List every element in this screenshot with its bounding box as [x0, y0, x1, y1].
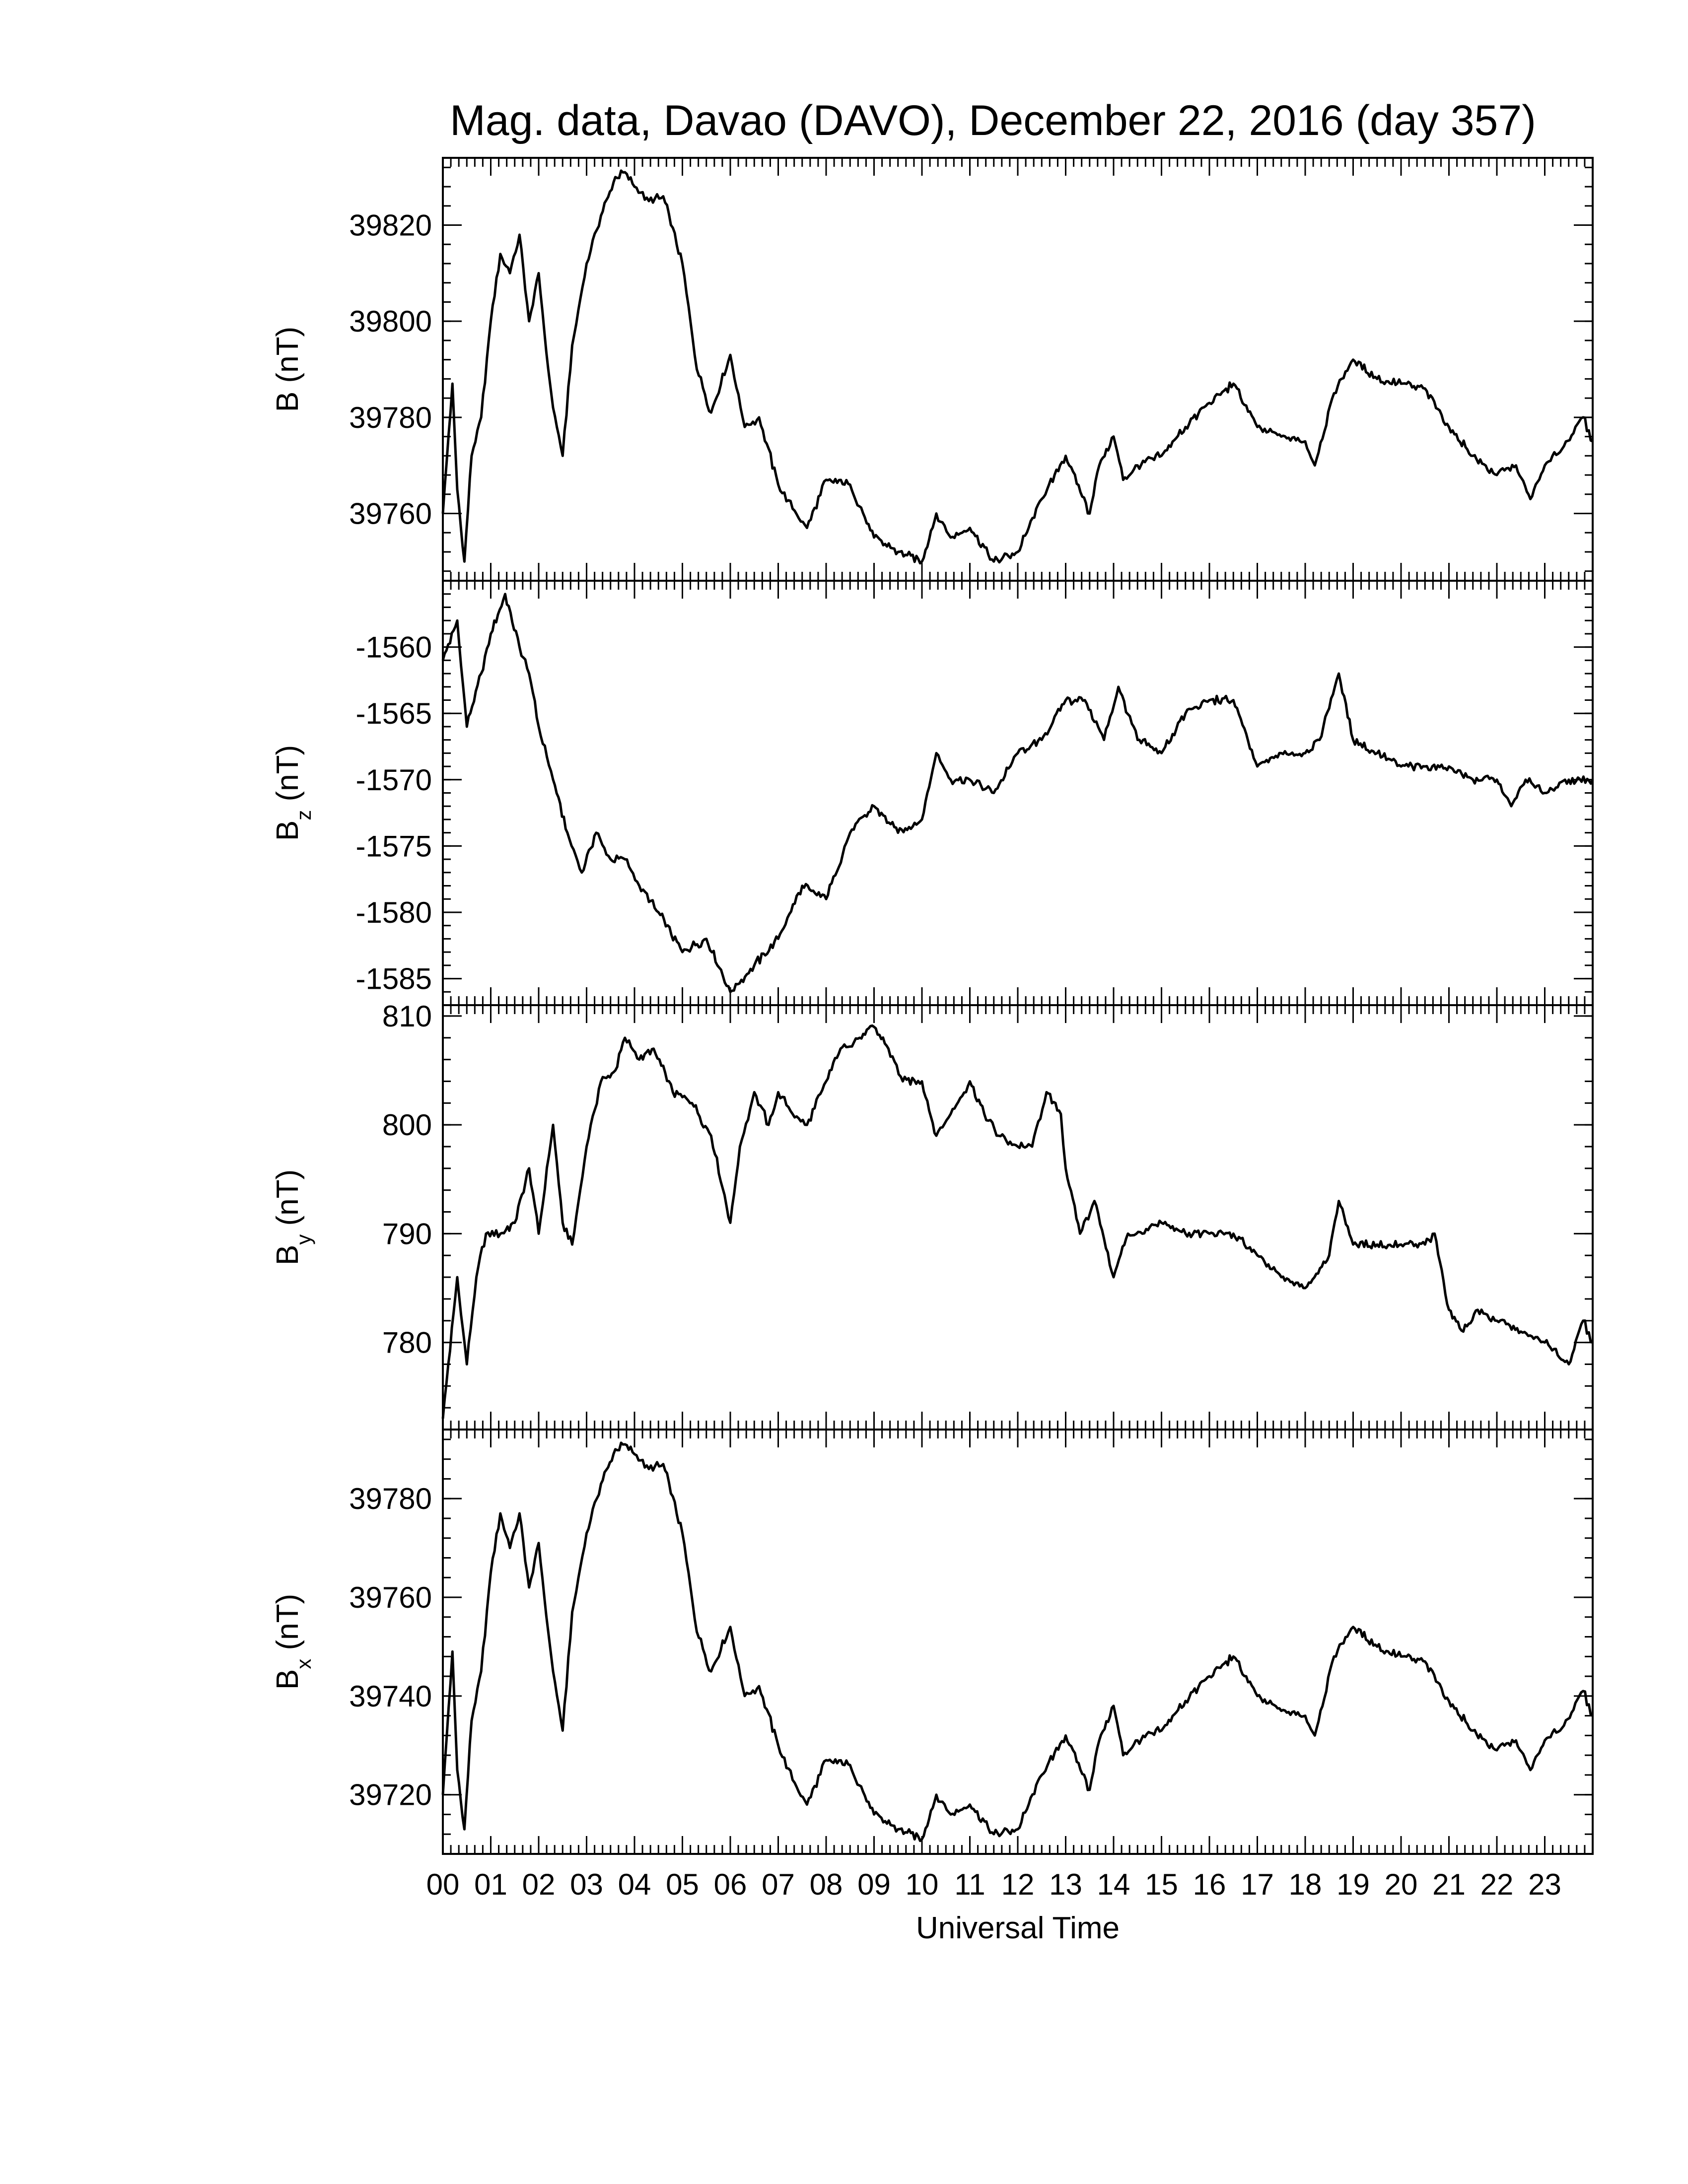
y-label-unit: (nT) — [271, 327, 305, 392]
y-tick-label: -1560 — [356, 631, 432, 664]
y-label-symbol: B — [271, 820, 305, 841]
panel-B: 39760 39780 39800 39820 B (nT) — [271, 157, 1594, 582]
x-tick-label: 10 — [906, 1868, 939, 1901]
x-tick-label: 22 — [1480, 1868, 1514, 1901]
y-label-subscript: z — [292, 810, 315, 820]
y-axis-label: B (nT) — [271, 327, 305, 412]
y-tick-label: 39720 — [349, 1778, 432, 1812]
y-tick-label: -1585 — [356, 962, 432, 996]
y-label-unit: (nT) — [271, 1594, 305, 1659]
y-tick-label: -1570 — [356, 763, 432, 797]
series-line-Bx — [441, 1441, 1594, 1843]
x-tick-label: 20 — [1385, 1868, 1418, 1901]
panel-Bx: 39720 39740 39760 39780 Bx (nT) — [271, 1429, 1594, 1855]
x-tick-label: 09 — [857, 1868, 891, 1901]
x-tick-label: 04 — [618, 1868, 651, 1901]
series-line-Bz — [441, 593, 1594, 993]
x-tick-label: 00 — [426, 1868, 460, 1901]
x-tick-label: 06 — [714, 1868, 747, 1901]
x-tick-label: 12 — [1001, 1868, 1035, 1901]
y-label-symbol: B — [271, 1245, 305, 1265]
y-tick-label: 39740 — [349, 1680, 432, 1713]
panels: 39760 39780 39800 39820 B (nT) -1585 -1580 -157… — [271, 157, 1594, 1855]
x-tick-label: 18 — [1289, 1868, 1322, 1901]
x-tick-label: 03 — [570, 1868, 603, 1901]
y-tick-label: -1565 — [356, 697, 432, 730]
y-axis-label: Bz (nT) — [271, 745, 315, 841]
y-label-symbol: B — [271, 392, 305, 412]
plot-frame — [442, 1429, 1594, 1855]
y-tick-label: 810 — [382, 1000, 432, 1033]
y-tick-label: 39800 — [349, 305, 432, 338]
plot-frame — [442, 580, 1594, 1006]
x-tick-label: 15 — [1145, 1868, 1178, 1901]
series-line-B — [441, 169, 1593, 565]
y-label-unit: (nT) — [271, 1169, 305, 1234]
x-tick-label: 17 — [1241, 1868, 1274, 1901]
x-tick-label: 02 — [522, 1868, 556, 1901]
y-tick-label: 780 — [382, 1326, 432, 1360]
y-tick-label: 800 — [382, 1108, 432, 1142]
x-tick-label: 13 — [1049, 1868, 1082, 1901]
y-tick-label: 39760 — [349, 497, 432, 530]
y-label-subscript: y — [292, 1234, 315, 1245]
panel-By: 780 790 800 810 By (nT) — [271, 1000, 1594, 1431]
y-tick-label: -1575 — [356, 829, 432, 863]
x-tick-label: 21 — [1432, 1868, 1466, 1901]
y-tick-label: 39820 — [349, 209, 432, 242]
x-tick-label: 11 — [954, 1868, 985, 1901]
x-axis-label: Universal Time — [916, 1911, 1120, 1945]
x-tick-label: 07 — [762, 1868, 795, 1901]
y-label-subscript: x — [292, 1659, 315, 1669]
y-axis-label: Bx (nT) — [271, 1594, 315, 1690]
y-tick-label: 39780 — [349, 1482, 432, 1515]
x-tick-label: 05 — [666, 1868, 699, 1901]
y-tick-label: 39780 — [349, 401, 432, 434]
y-tick-label: 790 — [382, 1217, 432, 1250]
x-tick-label: 08 — [810, 1868, 843, 1901]
x-tick-label: 19 — [1336, 1868, 1370, 1901]
x-tick-label: 16 — [1193, 1868, 1226, 1901]
panel-Bz: -1585 -1580 -1575 -1570 -1565 -1560 Bz (nT) — [271, 580, 1594, 1006]
x-tick-label: 01 — [474, 1868, 507, 1901]
plot-frame — [442, 157, 1594, 582]
x-axis: 00 01 02 03 04 05 06 07 08 09 10 11 12 13 14 15 16 17 18 19… — [426, 1868, 1561, 1901]
y-tick-label: -1580 — [356, 896, 432, 929]
y-label-symbol: B — [271, 1669, 305, 1690]
x-tick-label: 14 — [1097, 1868, 1130, 1901]
y-axis-label: By (nT) — [271, 1169, 315, 1265]
y-tick-label: 39760 — [349, 1581, 432, 1614]
series-line-By — [441, 1024, 1593, 1419]
y-label-unit: (nT) — [271, 745, 305, 810]
x-tick-label: 23 — [1528, 1868, 1561, 1901]
chart-title: Mag. data, Davao (DAVO), December 22, 20… — [450, 97, 1536, 144]
